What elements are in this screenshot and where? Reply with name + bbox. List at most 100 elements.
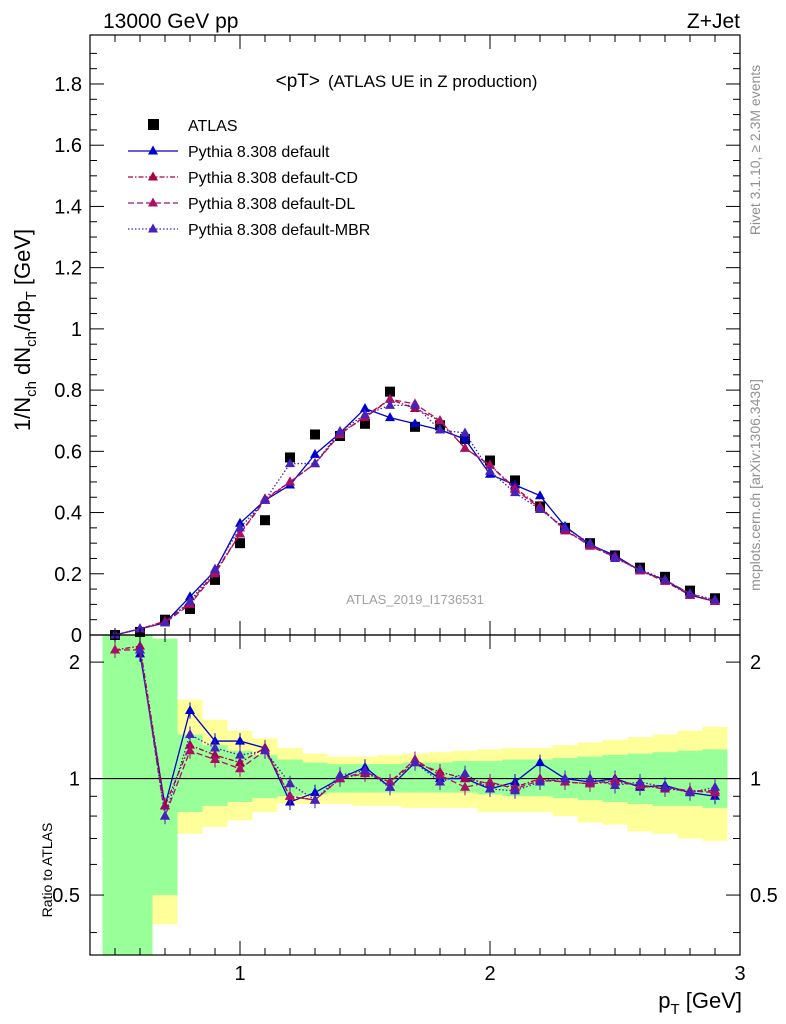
data-point xyxy=(360,418,370,429)
data-point xyxy=(460,442,470,452)
y-tick-label: 0.6 xyxy=(54,441,82,463)
data-point xyxy=(310,448,320,458)
ratio-point xyxy=(110,644,120,654)
ratio-point xyxy=(210,742,220,752)
legend-marker xyxy=(148,197,158,207)
legend-label: Pythia 8.308 default-DL xyxy=(188,196,355,213)
data-point xyxy=(585,537,595,547)
y-tick-label: 0.4 xyxy=(54,503,82,525)
data-point xyxy=(310,429,320,440)
ratio-point xyxy=(285,778,295,788)
ratio-point xyxy=(635,776,645,786)
legend-item: Pythia 8.308 default xyxy=(128,144,330,161)
data-point xyxy=(310,458,320,468)
ratio-point xyxy=(660,781,670,791)
data-point xyxy=(435,415,445,425)
legend-label: Pythia 8.308 default-MBR xyxy=(188,222,370,239)
data-point xyxy=(560,522,570,532)
ratio-point xyxy=(535,757,545,767)
y-tick-label: 0 xyxy=(71,625,82,647)
series-pythia-8-308-default-mbr xyxy=(110,399,720,639)
x-axis-label: pT [GeV] xyxy=(658,988,742,1018)
ratio-line xyxy=(139,653,716,807)
ratio-point xyxy=(310,794,320,804)
data-point xyxy=(385,399,395,409)
x-tick-label: 2 xyxy=(484,963,495,985)
data-point xyxy=(260,515,270,526)
ratio-point xyxy=(710,781,720,791)
ratio-series xyxy=(110,638,720,825)
ratio-point xyxy=(135,644,145,654)
data-point xyxy=(260,494,270,504)
y-axis-label: 1/Nch dNch/dpT [GeV] xyxy=(10,229,40,431)
legend-item: Pythia 8.308 default-MBR xyxy=(128,222,370,239)
x-tick-label: 3 xyxy=(734,963,745,985)
y-tick-label: 1.2 xyxy=(54,258,82,280)
axes: 0 0.2 0.4 0.6 0.8 1 1.2 1.4 1.6 1.8 1 2 3 0.5 0.5 1 1 2 2 1… xyxy=(10,34,778,1018)
ratio-point xyxy=(160,810,170,820)
legend-marker xyxy=(148,223,158,233)
legend-label: ATLAS xyxy=(188,118,238,135)
data-point xyxy=(385,412,395,422)
data-point xyxy=(385,386,395,397)
ratio-point xyxy=(285,790,295,800)
ratio-point xyxy=(560,773,570,783)
data-point xyxy=(285,452,295,463)
data-point xyxy=(510,487,520,497)
ratio-point xyxy=(260,745,270,755)
ratio-point xyxy=(160,800,170,810)
data-point xyxy=(210,563,220,573)
legend-label: Pythia 8.308 default-CD xyxy=(188,170,358,187)
ratio-point xyxy=(235,735,245,745)
data-point xyxy=(210,568,220,578)
y-tick-label: 1 xyxy=(71,319,82,341)
data-point xyxy=(160,617,170,627)
ratio-y-tick-label: 2 xyxy=(750,652,761,674)
y-tick-label: 0.2 xyxy=(54,564,82,586)
ratio-y-tick-label: 2 xyxy=(69,652,80,674)
ratio-y-tick-label: 0.5 xyxy=(52,885,80,907)
x-tick-label: 1 xyxy=(234,963,245,985)
data-point xyxy=(685,588,695,598)
ratio-bands xyxy=(90,635,740,955)
data-point xyxy=(235,517,245,527)
ratio-point xyxy=(685,787,695,797)
data-point xyxy=(360,409,370,419)
legend-item: Pythia 8.308 default-CD xyxy=(128,170,358,187)
ratio-band-green xyxy=(152,638,178,896)
legend-item: Pythia 8.308 default-DL xyxy=(128,196,355,213)
ratio-point xyxy=(185,745,195,755)
legend-label: Pythia 8.308 default xyxy=(188,144,330,161)
data-point xyxy=(235,522,245,532)
y-tick-label: 1.8 xyxy=(54,74,82,96)
legend: ATLAS Pythia 8.308 default Pythia 8.308 de… xyxy=(128,118,370,239)
process-label: Z+Jet xyxy=(687,10,740,33)
analysis-watermark: ATLAS_2019_I1736531 xyxy=(346,592,484,607)
energy-label: 13000 GeV pp xyxy=(103,10,238,33)
data-point xyxy=(185,595,195,605)
data-point xyxy=(360,402,370,412)
data-point xyxy=(235,538,245,549)
data-point xyxy=(285,476,295,486)
ratio-band-green xyxy=(102,635,153,955)
ratio-point xyxy=(610,779,620,789)
data-point xyxy=(460,433,470,443)
mcplots-label: mcplots.cern.ch [arXiv:1306.3436] xyxy=(747,379,763,591)
data-point xyxy=(410,418,420,428)
ratio-point xyxy=(485,776,495,786)
ratio-y-tick-label: 0.5 xyxy=(750,885,778,907)
data-point xyxy=(410,399,420,409)
y-tick-label: 0.8 xyxy=(54,380,82,402)
ratio-y-axis-label: Ratio to ATLAS xyxy=(39,823,55,918)
data-point xyxy=(710,594,720,604)
ratio-point xyxy=(535,776,545,786)
data-point xyxy=(535,490,545,500)
ratio-point xyxy=(460,768,470,778)
data-point xyxy=(235,528,245,538)
ratio-point xyxy=(460,781,470,791)
ratio-point xyxy=(585,773,595,783)
ratio-point xyxy=(510,785,520,795)
rivet-version-label: Rivet 3.1.10, ≥ 2.3M events xyxy=(747,65,763,235)
data-point xyxy=(185,603,195,614)
